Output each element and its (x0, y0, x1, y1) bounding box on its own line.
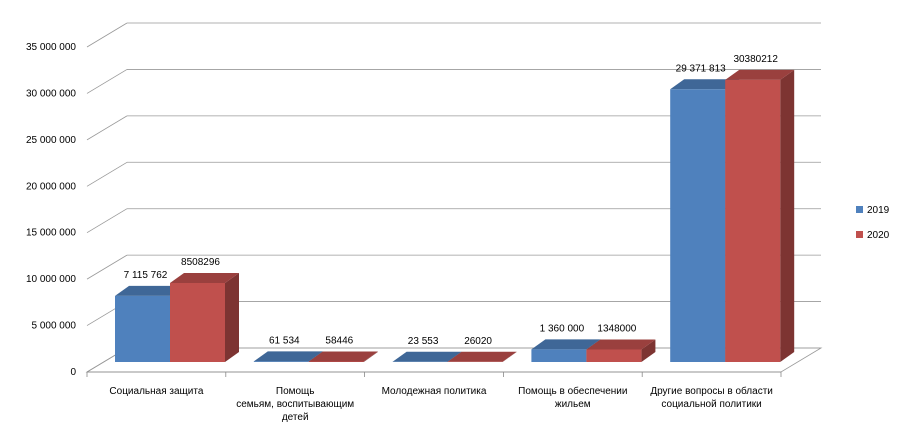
y-tick-label: 10 000 000 (26, 274, 76, 285)
data-label: 58446 (325, 335, 353, 346)
y-tick-label: 25 000 000 (26, 135, 76, 146)
category-label: Помощь (276, 386, 315, 397)
bar-side (502, 351, 517, 362)
bar (586, 349, 642, 362)
y-tick-label: 30 000 000 (26, 88, 76, 99)
data-label: 1 360 000 (540, 323, 585, 334)
y-tick-label: 15 000 000 (26, 228, 76, 239)
bar-top (670, 79, 740, 90)
category-label: жильем (555, 399, 591, 410)
data-label: 30380212 (733, 54, 778, 65)
bar (670, 89, 726, 363)
legend-label: 2019 (867, 205, 890, 216)
bar-top (447, 351, 517, 362)
bar (253, 361, 309, 362)
category-label: Социальная защита (109, 386, 203, 397)
bar-top (392, 351, 462, 362)
legend-swatch (856, 206, 863, 213)
bar (115, 295, 170, 362)
bar (725, 79, 781, 362)
data-label: 23 553 (408, 336, 439, 347)
y-tick-label: 35 000 000 (26, 42, 76, 53)
bar (308, 361, 364, 362)
legend-label: 2020 (867, 230, 890, 241)
data-label: 61 534 (269, 335, 300, 346)
bar (531, 349, 587, 362)
side-wall-gridline (86, 22, 128, 48)
y-tick-label: 20 000 000 (26, 181, 76, 192)
data-label: 26020 (464, 336, 492, 347)
y-tick-label: 5 000 000 (32, 321, 77, 332)
category-label: детей (282, 412, 309, 423)
category-label: Молодежная политика (382, 386, 487, 397)
category-label: семьям, воспитывающим (236, 399, 354, 410)
legend-swatch (856, 231, 863, 238)
bar-top (115, 285, 184, 296)
category-label: социальной политики (661, 399, 761, 410)
side-wall-gridline (86, 208, 128, 234)
bar-top (531, 339, 601, 350)
bar (170, 282, 225, 362)
bar-top (725, 69, 795, 80)
y-tick-label: 0 (70, 367, 76, 378)
bar-side (225, 272, 239, 362)
side-wall-gridline (86, 69, 128, 94)
side-wall-gridline (86, 161, 128, 187)
side-wall-gridline (86, 254, 128, 280)
bar-top (586, 339, 656, 350)
bar-side (780, 69, 795, 362)
data-label: 7 115 762 (124, 270, 168, 281)
category-label: Другие вопросы в области (650, 385, 773, 397)
bar-top (253, 351, 323, 362)
data-label: 1348000 (597, 323, 636, 334)
bar-top (170, 272, 239, 283)
data-label: 8508296 (181, 257, 220, 268)
side-wall-gridline (86, 115, 128, 141)
bar-top (308, 351, 378, 362)
bar-side (641, 339, 656, 362)
bar-side (363, 351, 378, 362)
category-label: Помощь в обеспечении (518, 385, 627, 397)
data-label: 29 371 813 (676, 63, 726, 74)
